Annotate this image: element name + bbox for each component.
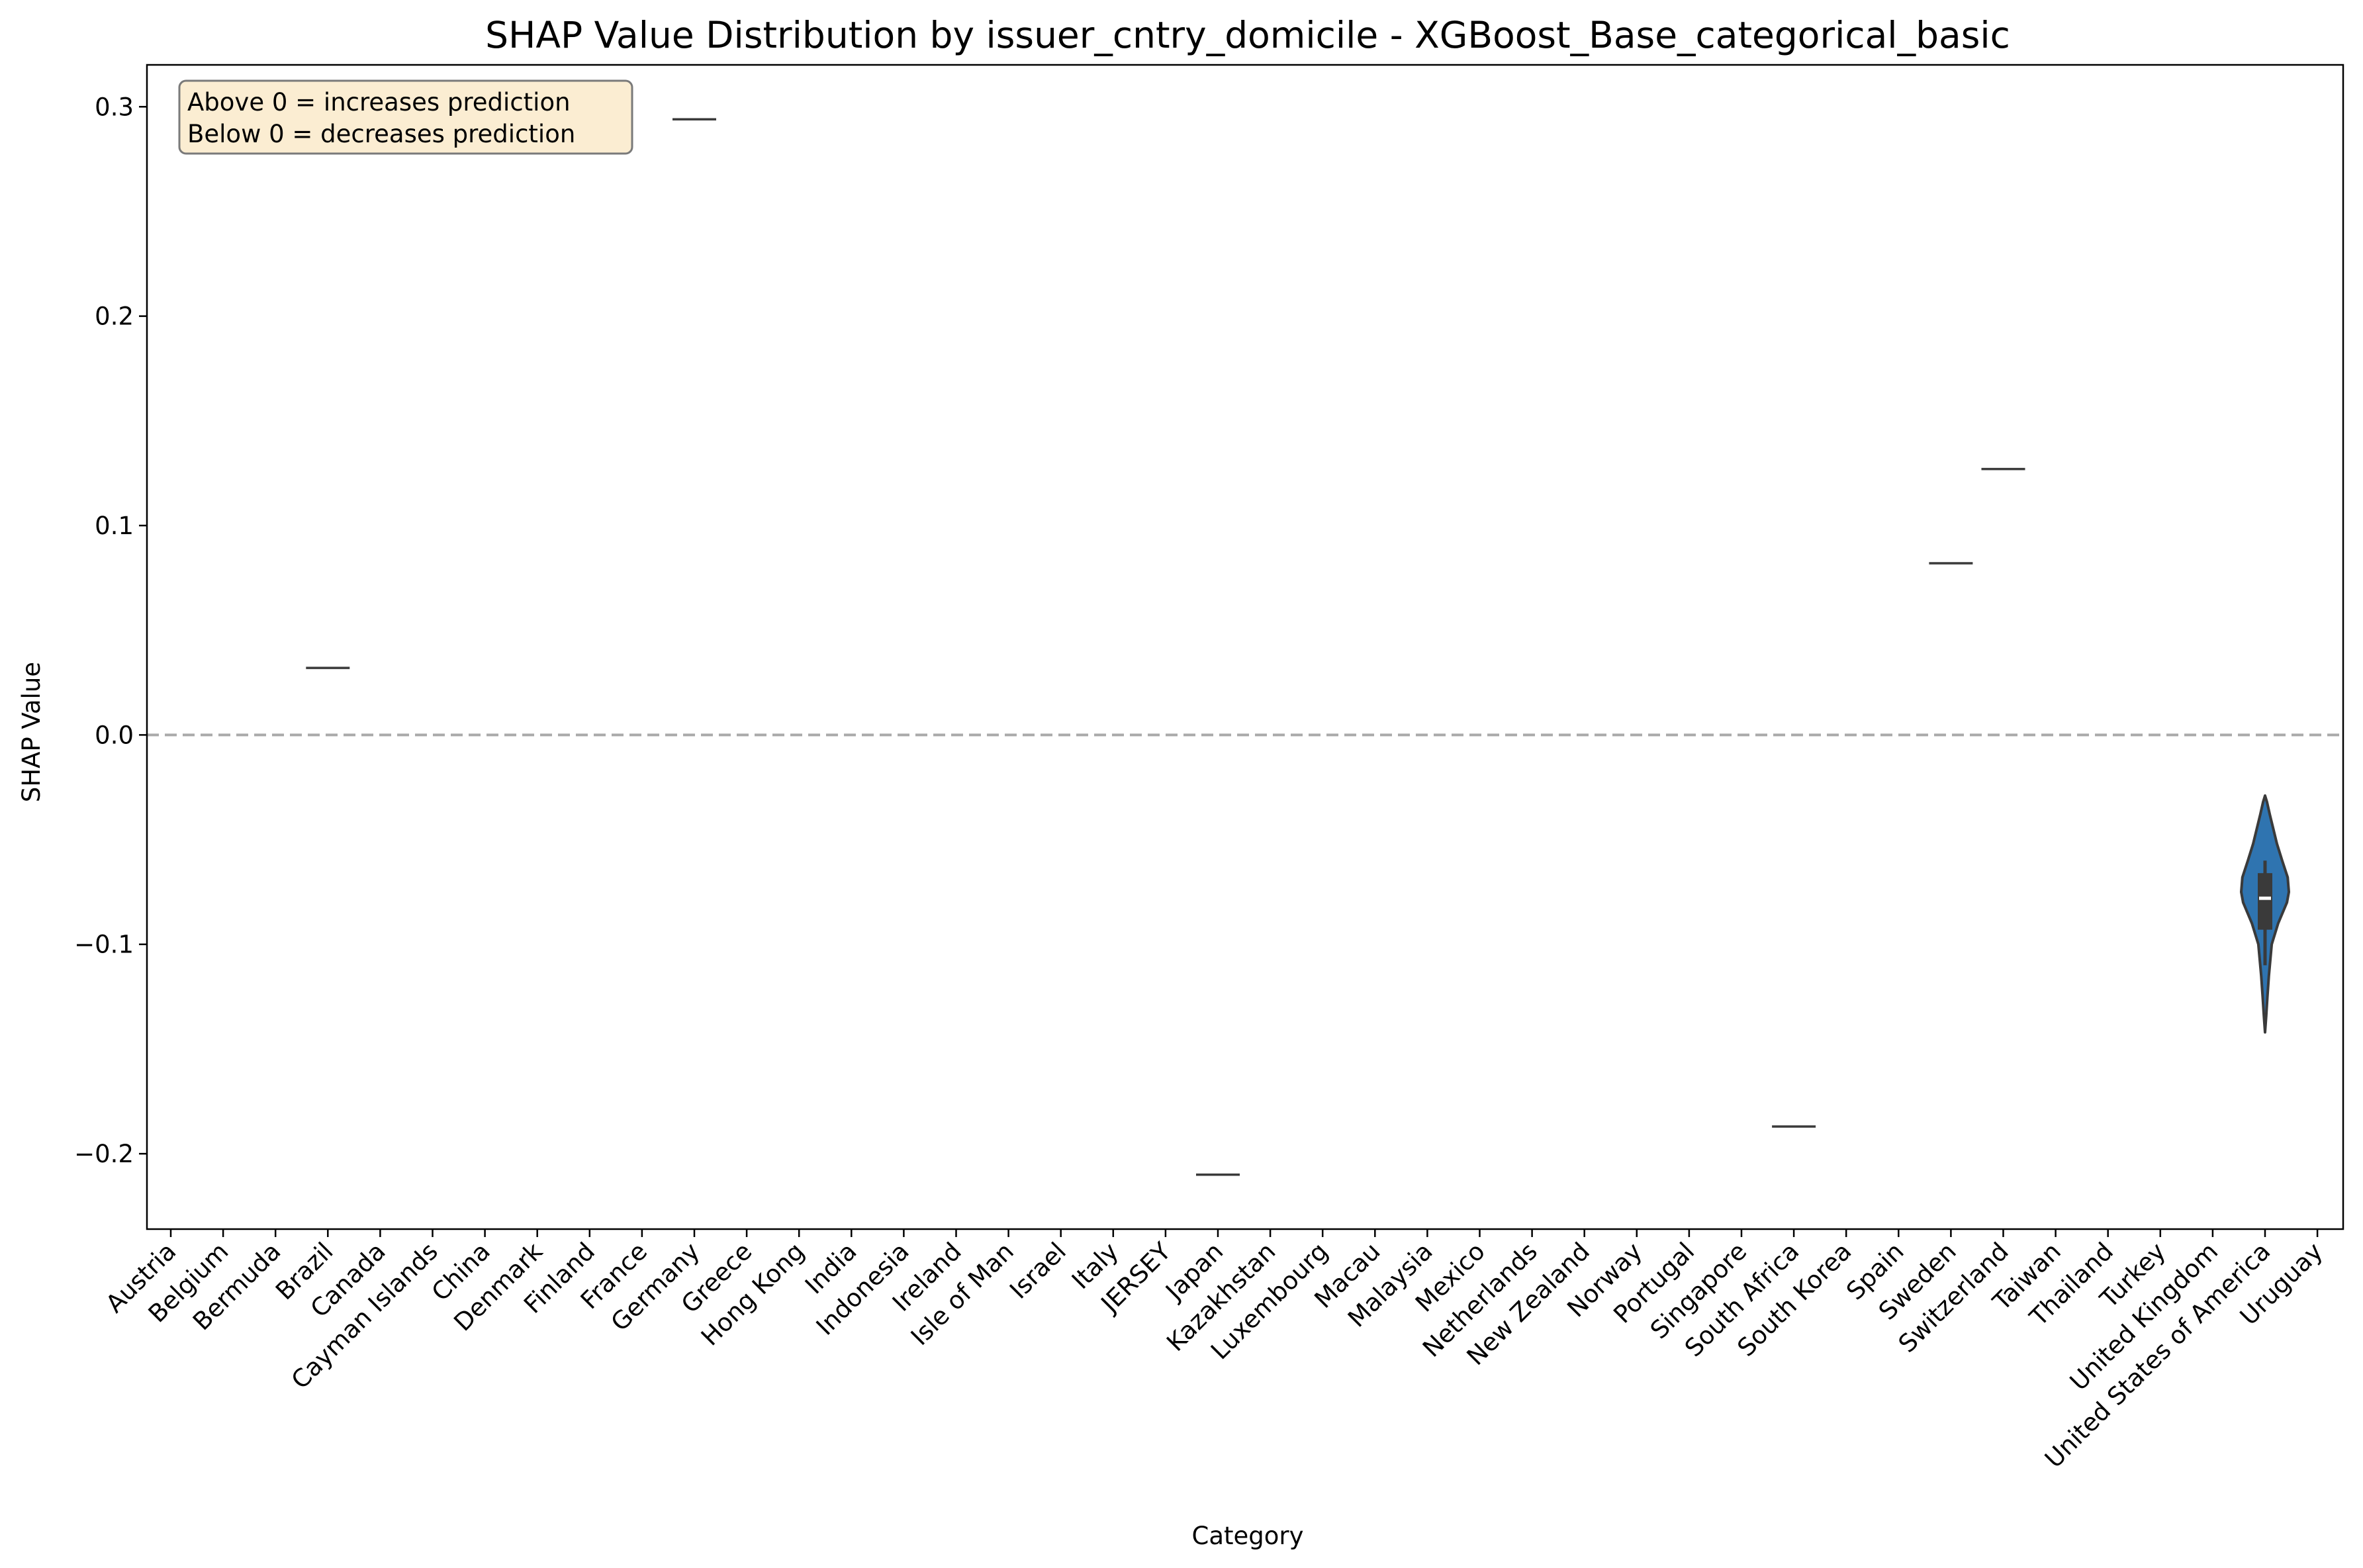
y-tick-label-3: 0.1 [95,512,134,540]
y-tick-label-5: 0.3 [95,93,134,121]
annotation-line-2: Below 0 = decreases prediction [187,120,575,148]
violin-iqr-box-united-states-of-america [2258,873,2272,930]
y-axis-label: SHAP Value [17,662,46,802]
chart-title: SHAP Value Distribution by issuer_cntry_… [485,14,2010,56]
annotation-background [178,79,633,155]
y-tick-label-0: −0.2 [74,1140,134,1168]
y-tick-label-2: 0.0 [95,721,134,749]
y-tick-label-4: 0.2 [95,302,134,331]
y-tick-label-1: −0.1 [74,931,134,959]
plot-frame [146,64,2344,1230]
annotation-line-1: Above 0 = increases prediction [187,88,571,116]
x-axis-label: Category [1191,1522,1303,1550]
annotation-box: Above 0 = increases prediction Below 0 =… [178,79,633,155]
